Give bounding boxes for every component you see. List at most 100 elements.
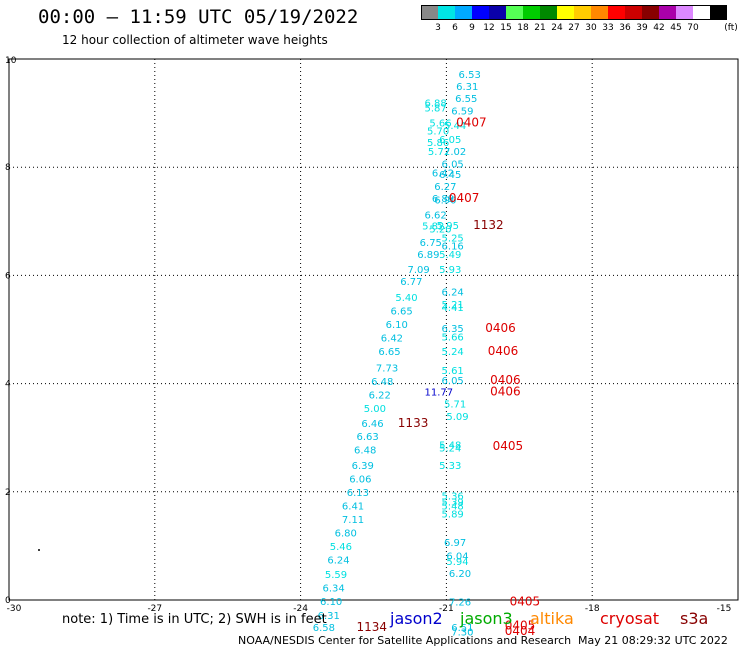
wave-height-label: 6.58 [313,623,335,634]
scale-swatch [421,5,438,20]
scale-swatch [710,5,727,20]
wave-height-label: 6.39 [352,461,374,472]
scale-label: 42 [653,23,665,33]
wave-height-label: 5.44 [444,121,466,132]
scale-label: 6 [452,23,458,33]
wave-height-label: 5.46 [330,542,352,553]
scale-swatch [676,5,693,20]
wave-height-label: 6.53 [459,70,481,81]
satellite-altika: altika [530,609,574,628]
scale-label: 45 [670,23,682,33]
scale-label: 24 [551,23,563,33]
wave-height-label: 5.40 [395,293,417,304]
scale-swatch [642,5,659,20]
x-tick-label: -21 [439,604,454,614]
wave-height-label: 5.36 [442,492,464,503]
wave-height-label: 6.45 [439,170,461,181]
satellite-s3a: s3a [680,609,709,628]
wave-height-label: 6.89 [417,250,439,261]
wave-height-label: 11.77 [425,388,454,399]
page-title: 00:00 – 11:59 UTC 05/19/2022 [38,6,359,28]
pass-time-label: 1132 [473,218,504,232]
scale-swatch [506,5,523,20]
y-tick-label: 8 [5,163,11,173]
wave-height-label: 6.05 [442,376,464,387]
satellite-jason3: jason3 [460,609,513,628]
scale-label: 18 [517,23,529,33]
scale-label: 39 [636,23,648,33]
wave-height-label: 6.04 [446,552,468,563]
footer-date: May 21 08:29:32 UTC 2022 [578,634,728,647]
wave-height-label: 7.11 [342,515,364,526]
wave-height-label: 5.09 [446,412,468,423]
wave-height-label: 5.82 [422,222,444,233]
wave-height-label: 5.00 [364,404,386,415]
y-tick-label: 6 [5,271,11,281]
wave-height-label: 6.75 [420,238,442,249]
wave-height-label: 6.89 [432,194,454,205]
wave-height-label: 5.39 [442,498,464,509]
wave-height-label: 5.93 [439,265,461,276]
scale-swatch [472,5,489,20]
x-tick-label: -15 [717,604,732,614]
wave-height-label: 5.94 [446,557,468,568]
scale-label: 33 [602,23,614,33]
wave-height-label: 6.65 [391,307,413,318]
pass-time-label: 0407 [449,191,480,205]
wave-height-label: 4.41 [442,303,464,314]
wave-height-label: 6.27 [434,182,456,193]
scale-swatch [489,5,506,20]
wave-height-label: 6.22 [369,390,391,401]
wave-height-label: 7.73 [376,363,398,374]
pass-time-label: 0406 [485,321,516,335]
pass-time-label: 1134 [356,620,387,634]
y-tick-label: 4 [5,380,11,390]
wave-height-label: 6.10 [320,597,342,608]
pass-time-label: 0405 [505,618,536,632]
scale-swatch [523,5,540,20]
pass-time-label: 0405 [493,439,524,453]
scale-label: 12 [483,23,495,33]
wave-height-label: 6.51 [451,623,473,634]
wave-height-label: 6.16 [442,242,464,253]
x-tick-label: -27 [147,604,162,614]
note-text: note: 1) Time is in UTC; 2) SWH is in fe… [62,612,327,627]
pass-time-label: 0406 [488,344,519,358]
wave-height-label: 5.24 [442,347,464,358]
satellite-cryosat: cryosat [600,609,660,628]
wave-height-label: 6.34 [322,584,344,595]
wave-height-label: 6.41 [342,501,364,512]
footer-credit: NOAA/NESDIS Center for Satellite Applica… [238,634,572,647]
wave-height-label: 5.70 [427,126,449,137]
wave-height-label: 7.30 [451,627,473,638]
scale-label: 15 [500,23,512,33]
wave-height-label: 5.59 [325,570,347,581]
land-point [38,549,40,551]
wave-height-label: 6.31 [456,82,478,93]
wave-height-label: 5.89 [442,509,464,520]
wave-height-label: 6.90 [434,196,456,207]
scale-label: 3 [435,23,441,33]
wave-height-label: 5.24 [439,443,461,454]
y-tick-label: 2 [5,488,11,498]
wave-height-label: 5.95 [437,221,459,232]
wave-height-label: 5.20 [429,224,451,235]
wave-height-label: 5.66 [442,333,464,344]
scale-swatch [455,5,472,20]
wave-height-label: 6.88 [425,98,447,109]
wave-height-label: 5.66 [429,118,451,129]
scale-label: 36 [619,23,631,33]
wave-height-label: 5.49 [439,250,461,261]
scale-swatch [591,5,608,20]
scale-label: 21 [534,23,546,33]
wave-height-label: 6.77 [400,277,422,288]
wave-height-label: 5.48 [439,441,461,452]
wave-height-label: 5.33 [439,461,461,472]
wave-height-label: 5.48 [442,501,464,512]
pass-time-label: 0406 [490,373,521,387]
x-tick-label: -24 [293,604,308,614]
wave-height-label: 6.63 [356,432,378,443]
scale-label: 70 [687,23,699,33]
y-tick-label: 10 [5,56,17,66]
wave-height-label: 6.06 [349,474,371,485]
